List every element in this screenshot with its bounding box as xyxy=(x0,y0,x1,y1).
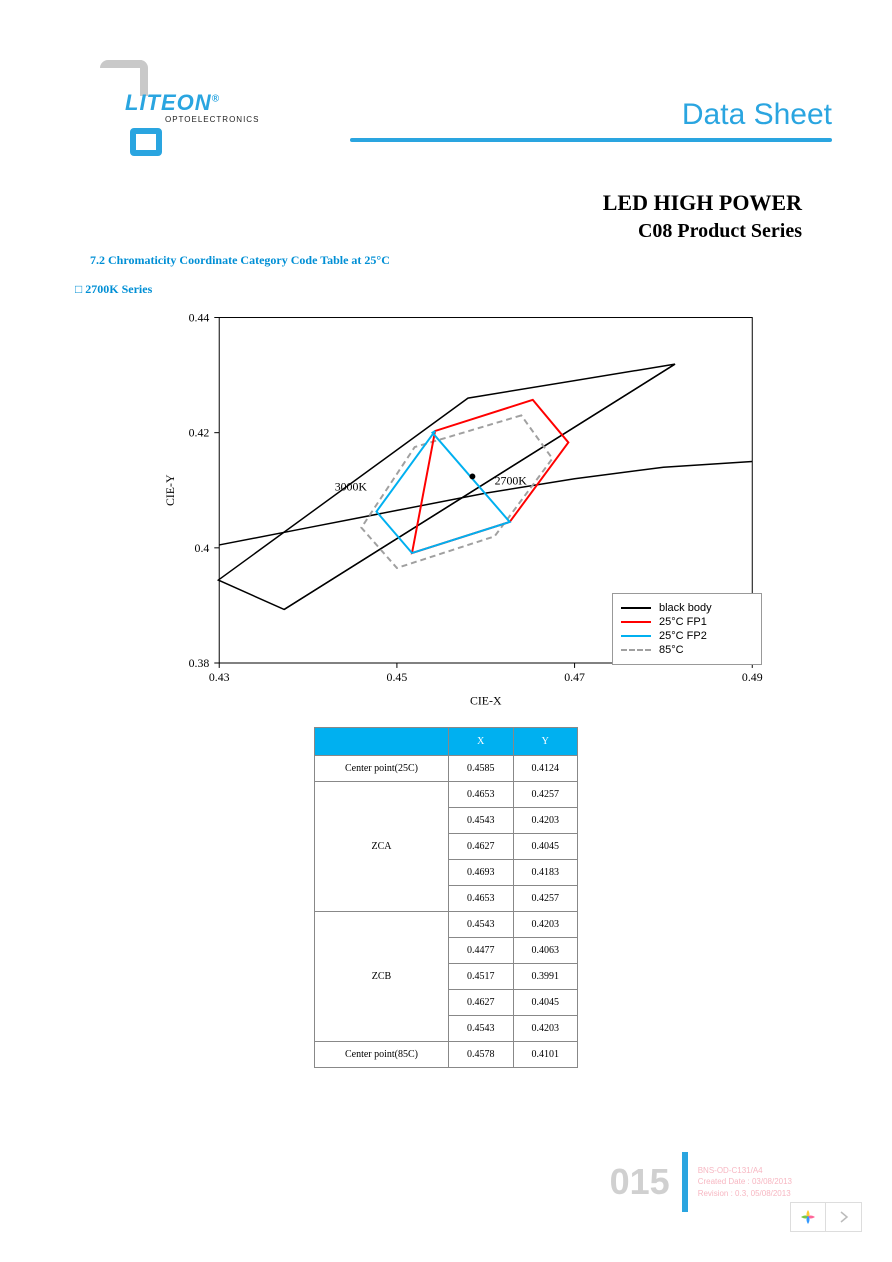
svg-text:0.49: 0.49 xyxy=(742,670,763,684)
svg-text:0.42: 0.42 xyxy=(189,426,210,440)
table-header: X xyxy=(449,728,514,756)
x-value: 0.4653 xyxy=(449,782,514,808)
title-line1: LED HIGH POWER xyxy=(60,190,802,216)
svg-text:0.47: 0.47 xyxy=(564,670,585,684)
coordinate-table: XYCenter point(25C)0.45850.4124ZCA0.4653… xyxy=(314,727,578,1068)
x-value: 0.4477 xyxy=(449,938,514,964)
svg-text:0.44: 0.44 xyxy=(189,310,210,324)
y-value: 0.4257 xyxy=(513,886,578,912)
y-value: 0.4203 xyxy=(513,808,578,834)
chromaticity-chart: 0.43 0.45 0.47 0.49 0.38 0.4 0.42 0.44 CIE-X CIE-… xyxy=(160,305,772,715)
x-value: 0.4517 xyxy=(449,964,514,990)
meta-part-number: BNS-OD-C131/A4 xyxy=(698,1165,792,1176)
page-number: 015 xyxy=(610,1161,670,1203)
sub-brand: OPTOELECTRONICS xyxy=(165,115,259,124)
y-value: 0.4101 xyxy=(513,1042,578,1068)
chart-legend: black body 25°C FP1 25°C FP2 85°C xyxy=(612,593,762,665)
svg-text:0.4: 0.4 xyxy=(195,541,210,555)
x-value: 0.4627 xyxy=(449,990,514,1016)
category-cell: Center point(85C) xyxy=(314,1042,448,1068)
corner-nav xyxy=(790,1202,862,1232)
legend-item: 85°C xyxy=(621,644,753,656)
y-value: 0.4203 xyxy=(513,1016,578,1042)
table-row: ZCB0.45430.4203 xyxy=(314,912,577,938)
next-page-button[interactable] xyxy=(826,1202,862,1232)
logo-accent-icon xyxy=(130,128,162,156)
series-label: □ 2700K Series xyxy=(75,282,832,297)
section-heading: 7.2 Chromaticity Coordinate Category Cod… xyxy=(90,253,832,268)
x-value: 0.4543 xyxy=(449,1016,514,1042)
svg-text:2700K: 2700K xyxy=(495,474,528,488)
x-value: 0.4543 xyxy=(449,912,514,938)
legend-item: black body xyxy=(621,602,753,614)
svg-text:0.38: 0.38 xyxy=(189,656,210,670)
title-line2: C08 Product Series xyxy=(60,220,802,243)
y-value: 0.4063 xyxy=(513,938,578,964)
table-row: ZCA0.46530.4257 xyxy=(314,782,577,808)
x-value: 0.4578 xyxy=(449,1042,514,1068)
y-value: 0.4045 xyxy=(513,834,578,860)
y-value: 0.4203 xyxy=(513,912,578,938)
table-row: Center point(25C)0.45850.4124 xyxy=(314,756,577,782)
svg-text:0.45: 0.45 xyxy=(387,670,408,684)
y-value: 0.4045 xyxy=(513,990,578,1016)
meta-created: Created Date : 03/08/2013 xyxy=(698,1176,792,1187)
x-value: 0.4693 xyxy=(449,860,514,886)
category-cell: Center point(25C) xyxy=(314,756,448,782)
svg-text:3000K: 3000K xyxy=(335,479,368,493)
table-row: Center point(85C)0.45780.4101 xyxy=(314,1042,577,1068)
header-divider xyxy=(350,138,832,142)
meta-revision: Revision : 0.3, 05/08/2013 xyxy=(698,1188,792,1199)
document-type-label: Data Sheet xyxy=(682,98,832,132)
table-header xyxy=(314,728,448,756)
corner-logo-icon[interactable] xyxy=(790,1202,826,1232)
footer-meta: BNS-OD-C131/A4 Created Date : 03/08/2013… xyxy=(698,1165,792,1199)
table-header: Y xyxy=(513,728,578,756)
y-value: 0.4257 xyxy=(513,782,578,808)
y-value: 0.4183 xyxy=(513,860,578,886)
category-cell: ZCA xyxy=(314,782,448,912)
title-block: LED HIGH POWER C08 Product Series xyxy=(60,190,832,243)
legend-item: 25°C FP1 xyxy=(621,616,753,628)
footer-divider xyxy=(682,1152,688,1212)
x-value: 0.4627 xyxy=(449,834,514,860)
svg-text:CIE-Y: CIE-Y xyxy=(163,474,177,506)
svg-text:CIE-X: CIE-X xyxy=(470,693,502,707)
legend-item: 25°C FP2 xyxy=(621,630,753,642)
svg-text:0.43: 0.43 xyxy=(209,670,230,684)
brand-name: LITEON® xyxy=(125,90,220,116)
page-footer: 015 BNS-OD-C131/A4 Created Date : 03/08/… xyxy=(610,1152,792,1212)
x-value: 0.4585 xyxy=(449,756,514,782)
y-value: 0.4124 xyxy=(513,756,578,782)
x-value: 0.4543 xyxy=(449,808,514,834)
x-value: 0.4653 xyxy=(449,886,514,912)
page-header: LITEON® OPTOELECTRONICS Data Sheet xyxy=(60,60,832,170)
y-value: 0.3991 xyxy=(513,964,578,990)
category-cell: ZCB xyxy=(314,912,448,1042)
